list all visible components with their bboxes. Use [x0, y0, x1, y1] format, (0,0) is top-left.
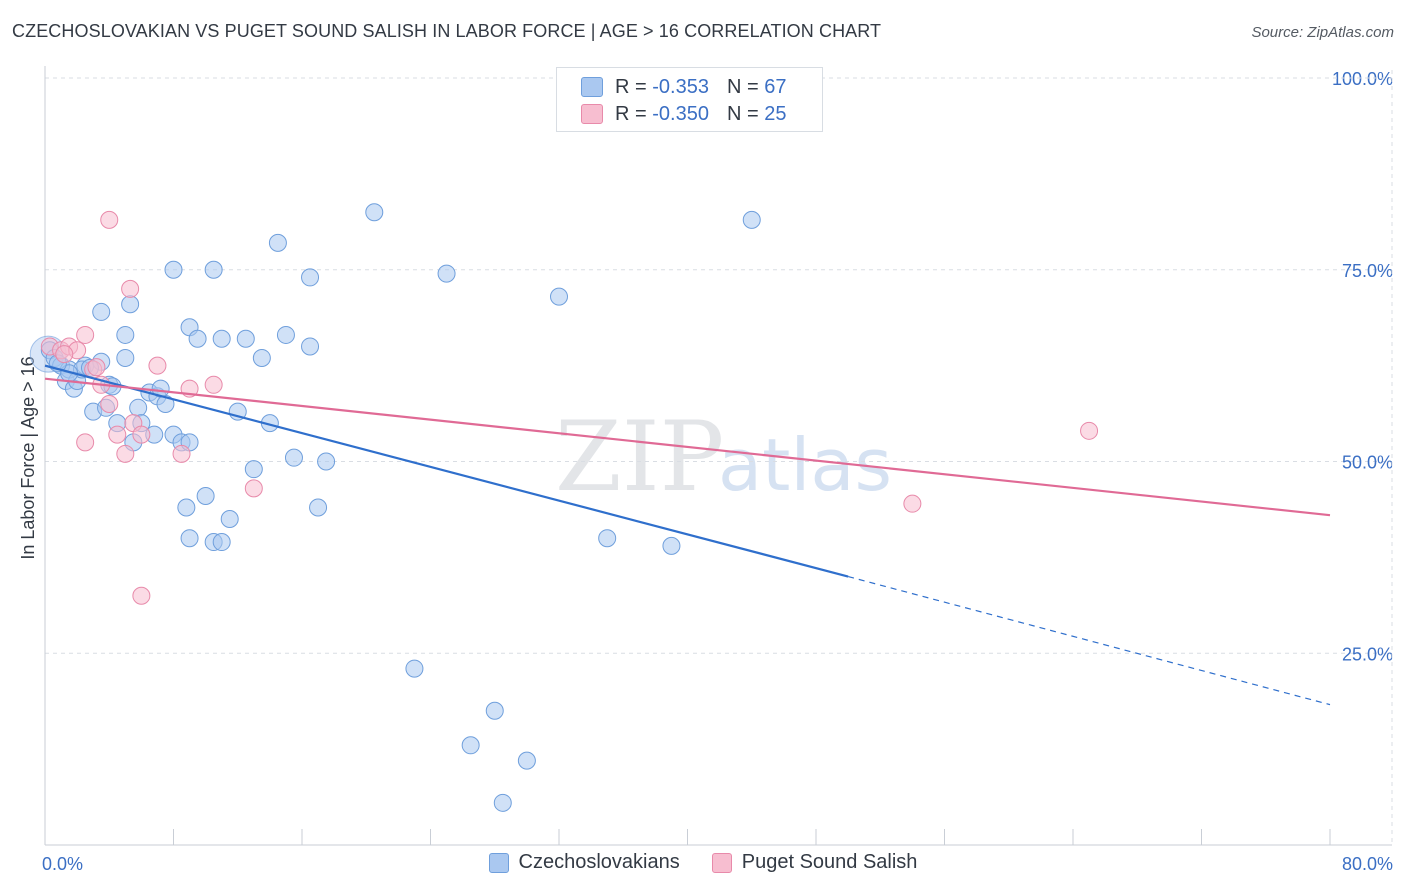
puget-sound-salish-point — [244, 479, 263, 498]
czechoslovakian-trend-line — [44, 364, 849, 578]
series-legend: Czechoslovakians Puget Sound Salish — [0, 851, 1406, 874]
x-tick-label: 80.0% — [1342, 854, 1393, 874]
czechoslovakian-point — [550, 287, 568, 306]
blue-swatch-icon — [581, 77, 603, 97]
czechoslovakian-point — [461, 736, 480, 755]
czechoslovakian-point — [284, 448, 303, 467]
czechoslovakian-point — [212, 533, 231, 552]
czechoslovakian-point — [116, 325, 135, 344]
czechoslovakian-point — [276, 325, 295, 344]
czechoslovakian-trend-extension — [847, 575, 1331, 706]
czechoslovakian-point — [180, 529, 199, 548]
legend-row-czechoslovakians: R = -0.353 N = 67 — [581, 73, 786, 101]
puget-sound-salish-point — [76, 433, 95, 452]
blue-swatch-icon — [488, 852, 509, 873]
legend-item-puget-sound-salish[interactable]: Puget Sound Salish — [711, 851, 918, 874]
source-label: Source: ZipAtlas.com — [1251, 24, 1394, 41]
czechoslovakian-point — [244, 460, 263, 479]
czechoslovakian-point — [212, 329, 231, 348]
puget-sound-salish-point — [121, 279, 140, 298]
y-tick-label: 25.0% — [1342, 644, 1393, 664]
n-value: 25 — [764, 102, 787, 125]
puget-sound-salish-point — [132, 586, 151, 605]
czechoslovakian-point — [493, 793, 512, 812]
czechoslovakian-point — [92, 302, 111, 321]
legend-row-puget-sound-salish: R = -0.350 N = 25 — [581, 100, 786, 128]
czechoslovakian-point — [196, 487, 215, 506]
czechoslovakian-point — [188, 329, 207, 348]
puget-sound-salish-point — [87, 358, 106, 377]
czechoslovakian-point — [598, 529, 617, 548]
legend-label: Czechoslovakians — [518, 851, 680, 873]
czechoslovakian-point — [236, 329, 255, 348]
pink-swatch-icon — [581, 104, 603, 124]
legend-item-czechoslovakians[interactable]: Czechoslovakians — [488, 851, 680, 874]
czechoslovakian-point — [121, 295, 140, 314]
n-label: N = — [726, 75, 759, 98]
puget-sound-salish-point — [108, 425, 127, 444]
czechoslovakian-point — [405, 659, 424, 678]
puget-sound-salish-point — [148, 356, 167, 375]
puget-sound-salish-point — [172, 444, 191, 463]
pink-swatch-icon — [711, 852, 732, 873]
puget-sound-salish-point — [100, 210, 119, 229]
puget-sound-salish-point — [132, 425, 151, 444]
czechoslovakian-point — [662, 536, 681, 555]
legend-label: Puget Sound Salish — [741, 851, 918, 873]
puget-sound-salish-trend-line — [44, 377, 1331, 517]
r-value: -0.353 — [652, 75, 709, 98]
czechoslovakian-point — [252, 348, 271, 367]
czechoslovakian-point — [268, 233, 287, 252]
czechoslovakian-point — [177, 498, 196, 517]
czechoslovakian-point — [129, 398, 148, 417]
y-axis-label: In Labor Force | Age > 16 — [18, 356, 38, 559]
czechoslovakian-point — [517, 751, 536, 770]
puget-sound-salish-point — [116, 444, 135, 463]
czechoslovakian-point — [204, 260, 223, 279]
y-tick-label: 50.0% — [1342, 453, 1393, 473]
czechoslovakian-point — [437, 264, 456, 283]
czechoslovakian-point — [164, 260, 183, 279]
czechoslovakian-point — [742, 210, 761, 229]
puget-sound-salish-point — [55, 345, 74, 364]
y-tick-label: 75.0% — [1342, 261, 1393, 281]
czechoslovakian-point — [301, 268, 320, 287]
watermark-zip: ZIP — [555, 401, 724, 513]
r-value: -0.350 — [652, 102, 709, 125]
czechoslovakian-point — [309, 498, 328, 517]
n-label: N = — [726, 102, 759, 125]
czechoslovakian-point — [116, 348, 135, 367]
puget-sound-salish-point — [1080, 421, 1099, 440]
r-label: R = — [615, 102, 647, 125]
czechoslovakian-point — [301, 337, 320, 356]
correlation-legend: R = -0.353 N = 67 R = -0.350 N = 25 — [556, 67, 823, 132]
czechoslovakian-point — [220, 510, 239, 529]
czechoslovakian-point — [317, 452, 336, 471]
n-value: 67 — [764, 75, 787, 98]
r-label: R = — [615, 75, 647, 98]
czechoslovakian-point — [485, 701, 504, 720]
chart-title: CZECHOSLOVAKIAN VS PUGET SOUND SALISH IN… — [12, 21, 882, 41]
puget-sound-salish-point — [76, 325, 95, 344]
puget-sound-salish-point — [903, 494, 922, 513]
czechoslovakian-point — [365, 203, 384, 222]
y-tick-label: 100.0% — [1332, 69, 1393, 89]
puget-sound-salish-point — [100, 394, 119, 413]
x-tick-label: 0.0% — [42, 854, 83, 874]
puget-sound-salish-point — [204, 375, 223, 394]
